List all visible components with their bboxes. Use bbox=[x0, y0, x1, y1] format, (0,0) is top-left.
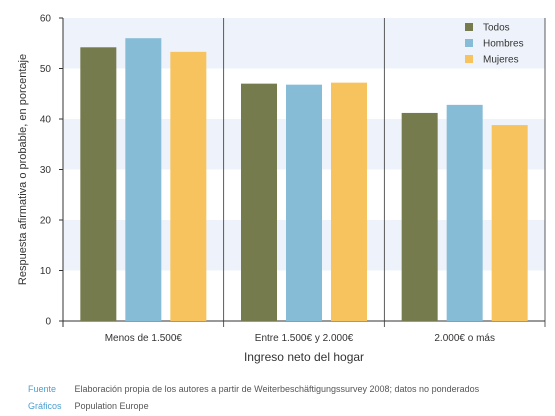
legend-label-hombres: Hombres bbox=[483, 39, 524, 50]
legend-swatch-todos bbox=[465, 23, 473, 31]
x-tick-label: Entre 1.500€ y 2.000€ bbox=[255, 333, 354, 344]
legend-label-mujeres: Mujeres bbox=[483, 55, 519, 66]
bar-hombres bbox=[125, 38, 162, 321]
footer-graphics-text: Population Europe bbox=[74, 401, 149, 411]
bar-mujeres bbox=[331, 82, 367, 321]
y-tick-label: 0 bbox=[45, 317, 51, 328]
x-axis-title: Ingreso neto del hogar bbox=[244, 350, 364, 364]
y-tick-label: 20 bbox=[40, 216, 52, 227]
footer-graphics-label: Gráficos bbox=[28, 401, 62, 411]
bar-mujeres bbox=[491, 125, 528, 321]
bar-todos bbox=[241, 83, 277, 322]
y-tick-label: 30 bbox=[40, 165, 52, 176]
legend-swatch-mujeres bbox=[465, 55, 473, 63]
bar-hombres bbox=[286, 84, 322, 321]
bar-mujeres bbox=[170, 51, 207, 322]
legend-swatch-hombres bbox=[465, 39, 473, 47]
footer-source-label: Fuente bbox=[28, 384, 57, 394]
footer-source-text: Elaboración propia de los autores a part… bbox=[74, 384, 480, 394]
y-axis-title: Respuesta afirmativa o probable, en porc… bbox=[17, 54, 29, 285]
footer-graphics: Gráficos Population Europe bbox=[28, 401, 149, 411]
y-tick-label: 10 bbox=[40, 266, 52, 277]
y-tick-label: 50 bbox=[40, 64, 52, 75]
x-tick-label: Menos de 1.500€ bbox=[105, 333, 183, 344]
bar-todos bbox=[80, 47, 117, 321]
y-tick-label: 60 bbox=[40, 14, 52, 25]
bar-chart: 0 10 20 30 40 50 60 Menos de 1.500€ Entre 1.500€… bbox=[17, 14, 546, 364]
bar-todos bbox=[401, 112, 438, 321]
x-tick-label: 2.000€ o más bbox=[434, 333, 495, 344]
footer-source: Fuente Elaboración propia de los autores… bbox=[28, 384, 479, 394]
bar-hombres bbox=[446, 104, 483, 321]
y-tick-label: 40 bbox=[40, 115, 52, 126]
legend-label-todos: Todos bbox=[483, 23, 510, 34]
